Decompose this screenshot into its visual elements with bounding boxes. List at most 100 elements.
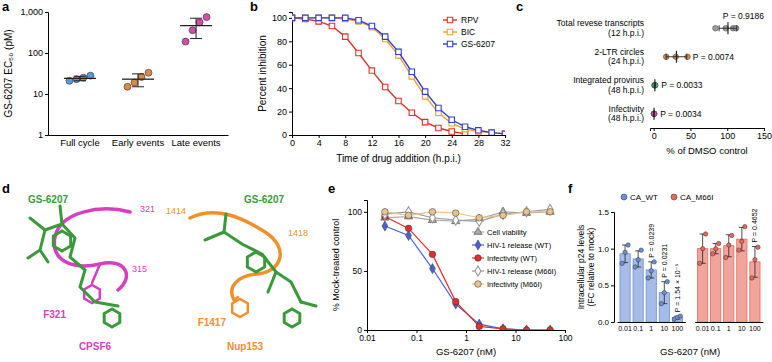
data-point [636, 257, 640, 261]
data-point [711, 252, 715, 256]
tick: 0.1 [711, 322, 721, 332]
marker [405, 225, 412, 232]
error-bar [74, 76, 86, 80]
panel-e: e0.010.1110100050100GS-6207 (nM)% Mock-t… [328, 181, 573, 357]
data-point [717, 241, 721, 245]
legend: Cell viabilityHIV-1 release (WT)Infectiv… [472, 227, 557, 289]
tick-mark [611, 249, 614, 250]
tick: 60 [277, 60, 292, 70]
axis-title: GS-6207 (nM) [436, 346, 496, 357]
series-line [292, 18, 465, 134]
text-line: (48 h.p.i.) [608, 113, 644, 123]
plot [651, 22, 739, 120]
tick-label: 1 [464, 333, 469, 343]
legend-label: CA_M66I [680, 193, 713, 202]
tick: 10 [33, 89, 48, 99]
marker [405, 212, 412, 219]
error-bar [622, 245, 628, 263]
marker [430, 263, 436, 273]
marker [343, 15, 348, 20]
tick: 8 [343, 135, 348, 148]
marker [547, 327, 554, 330]
data-point [724, 255, 728, 259]
ring [53, 231, 70, 251]
tick: 100 [272, 13, 292, 23]
p-value: P = 0.9186 [723, 11, 764, 21]
text-line: Total revese transcripts [557, 18, 644, 28]
axis-line [695, 322, 763, 323]
tick: 100 [672, 322, 684, 332]
plot [64, 14, 212, 91]
panel-letter: b [250, 0, 258, 14]
data-point [651, 111, 657, 117]
tick-mark [45, 12, 48, 13]
tick-label: 100 [672, 325, 684, 332]
marker [449, 117, 454, 122]
marker [452, 210, 459, 217]
data-point [659, 301, 663, 305]
bar [724, 246, 734, 322]
p-value: P = 0.0231 [661, 244, 668, 278]
data-point [145, 69, 152, 76]
tick: 20 [421, 135, 431, 148]
p-value: P = 0.4652 [751, 208, 758, 242]
tick: 100 [558, 330, 572, 343]
marker [316, 15, 321, 20]
tick-label: 0.1 [633, 325, 643, 332]
data-point [750, 276, 754, 280]
legend-marker [671, 194, 677, 200]
p-value: P = 0.0074 [693, 52, 734, 62]
tick: 1.5 [598, 208, 614, 217]
axis-title: % Mock-treated control [331, 219, 341, 312]
data-point [652, 82, 658, 88]
tick: 16 [394, 135, 404, 148]
marker [547, 204, 553, 214]
ligand [224, 214, 316, 306]
residue-number: 321 [140, 204, 155, 214]
marker [476, 214, 483, 221]
tick: 50 [686, 128, 696, 141]
marker [329, 23, 334, 28]
data-point [189, 27, 196, 34]
tick-label: 50 [686, 131, 696, 141]
axis-line [289, 13, 293, 136]
marker [453, 299, 459, 309]
tick-label: 100 [272, 13, 287, 23]
marker [524, 207, 530, 217]
text-line: (12 h.p.i.) [608, 28, 644, 38]
tick-label: Late events [172, 137, 221, 148]
marker [343, 34, 348, 39]
marker [452, 298, 459, 305]
protein-label: Nup153 [227, 341, 264, 352]
tick: 0.5 [598, 281, 614, 290]
data-point [713, 25, 719, 31]
ligand-label: GS-6207 [28, 194, 68, 205]
data-point [652, 260, 656, 264]
plot [620, 224, 760, 322]
axis-line [651, 129, 765, 132]
tick: 1 [727, 322, 731, 332]
ring [284, 309, 300, 327]
tick-label: 8 [343, 138, 348, 148]
marker [489, 130, 494, 135]
p-value: P = 0.0034 [660, 109, 701, 119]
tick: 1 [38, 130, 48, 140]
axis: 0.010.1110100 [618, 322, 686, 332]
tick-label: 0.5 [598, 281, 610, 290]
axis: 0.010.1110100 [359, 330, 573, 343]
text-line: Integrated provirus [573, 75, 644, 85]
panel-letter: d [2, 181, 10, 196]
tick-label: 100 [720, 131, 735, 141]
tick-label: 28 [474, 138, 484, 148]
error-bar [719, 25, 737, 31]
panel-f: f0.00.51.01.50.010.11101000.010.1110100G… [568, 181, 763, 357]
data-point [727, 243, 731, 247]
marker [422, 89, 427, 94]
tick-label: 100 [28, 48, 43, 58]
marker [356, 17, 361, 22]
tick: Full cycle [60, 135, 100, 148]
tick: 12 [367, 135, 377, 148]
data-point [743, 224, 747, 228]
marker [292, 15, 295, 20]
tick-label: 1,000 [20, 7, 43, 17]
